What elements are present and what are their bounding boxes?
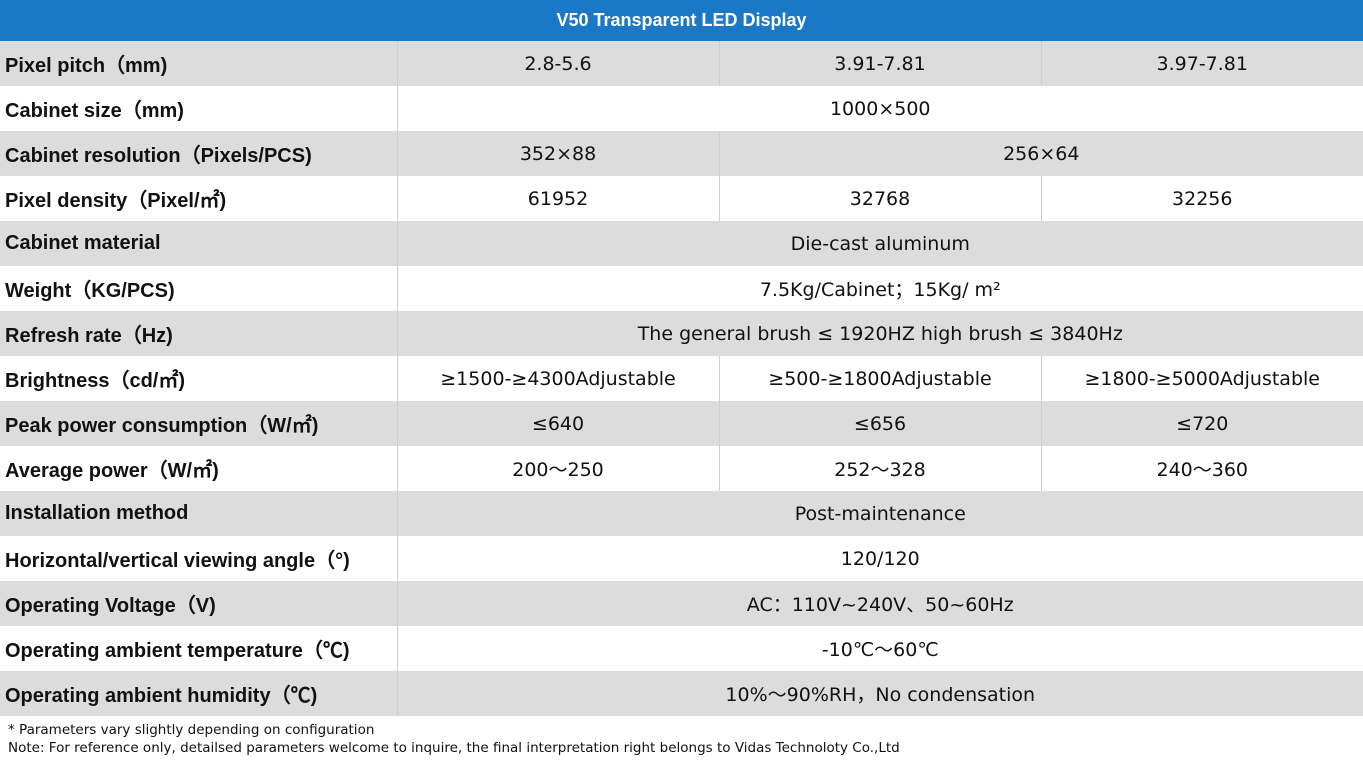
row-label: Pixel pitch（mm) xyxy=(0,41,398,86)
row-label: Horizontal/vertical viewing angle（°) xyxy=(0,536,398,581)
row-label: Refresh rate（Hz) xyxy=(0,311,398,356)
value-cell: ≤640 xyxy=(397,401,720,446)
row-label: Cabinet size（mm) xyxy=(0,86,398,131)
value-cell: Post-maintenance xyxy=(397,491,1363,536)
value-cell: 120/120 xyxy=(397,536,1363,581)
table-row: Weight（KG/PCS) 7.5Kg/Cabinet；15Kg/ m² xyxy=(0,266,1363,311)
footnote-configuration: * Parameters vary slightly depending on … xyxy=(8,722,375,738)
value-cell: 240～360 xyxy=(1041,446,1363,491)
table-title: V50 Transparent LED Display xyxy=(0,0,1363,41)
row-label: Peak power consumption（W/㎡) xyxy=(0,401,398,446)
table-row: Brightness（cd/㎡) ≥1500-≥4300Adjustable ≥… xyxy=(0,356,1363,401)
value-cell: 200～250 xyxy=(397,446,720,491)
row-label: Installation method xyxy=(0,491,398,536)
row-label: Operating Voltage（V) xyxy=(0,581,398,626)
value-cell: 256×64 xyxy=(719,131,1363,176)
table-row: Cabinet material Die-cast aluminum xyxy=(0,221,1363,266)
value-cell: AC：110V~240V、50~60Hz xyxy=(397,581,1363,626)
table-row: Pixel pitch（mm) 2.8-5.6 3.91-7.81 3.97-7… xyxy=(0,41,1363,86)
table-row: Peak power consumption（W/㎡) ≤640 ≤656 ≤7… xyxy=(0,401,1363,446)
table-row: Refresh rate（Hz) The general brush ≤ 192… xyxy=(0,311,1363,356)
value-cell: 3.91-7.81 xyxy=(719,41,1042,86)
table-row: Average power（W/㎡) 200～250 252～328 240～3… xyxy=(0,446,1363,491)
value-cell: ≤720 xyxy=(1041,401,1363,446)
value-cell: ≥1500-≥4300Adjustable xyxy=(397,356,720,401)
value-cell: ≥500-≥1800Adjustable xyxy=(719,356,1042,401)
footnote-disclaimer: Note: For reference only, detailsed para… xyxy=(8,740,900,756)
value-cell: Die-cast aluminum xyxy=(397,221,1363,266)
value-cell: 2.8-5.6 xyxy=(397,41,720,86)
table-row: Cabinet resolution（Pixels/PCS) 352×88 25… xyxy=(0,131,1363,176)
row-label: Brightness（cd/㎡) xyxy=(0,356,398,401)
value-cell: 10%～90%RH，No condensation xyxy=(397,671,1363,716)
row-label: Cabinet material xyxy=(0,221,398,266)
row-label: Operating ambient temperature（℃) xyxy=(0,626,398,671)
value-cell: 61952 xyxy=(397,176,720,221)
table-row: Operating ambient humidity（℃) 10%～90%RH，… xyxy=(0,671,1363,716)
table-row: Installation method Post-maintenance xyxy=(0,491,1363,536)
spec-table: Pixel pitch（mm) 2.8-5.6 3.91-7.81 3.97-7… xyxy=(0,41,1363,716)
value-cell: 32768 xyxy=(719,176,1042,221)
value-cell: 352×88 xyxy=(397,131,720,176)
row-label: Weight（KG/PCS) xyxy=(0,266,398,311)
row-label: Average power（W/㎡) xyxy=(0,446,398,491)
table-row: Cabinet size（mm) 1000×500 xyxy=(0,86,1363,131)
row-label: Operating ambient humidity（℃) xyxy=(0,671,398,716)
value-cell: 1000×500 xyxy=(397,86,1363,131)
value-cell: ≥1800-≥5000Adjustable xyxy=(1041,356,1363,401)
footnotes: * Parameters vary slightly depending on … xyxy=(8,721,900,757)
row-label: Cabinet resolution（Pixels/PCS) xyxy=(0,131,398,176)
row-label: Pixel density（Pixel/㎡) xyxy=(0,176,398,221)
value-cell: 32256 xyxy=(1041,176,1363,221)
value-cell: ≤656 xyxy=(719,401,1042,446)
table-row: Operating ambient temperature（℃) -10℃～60… xyxy=(0,626,1363,671)
table-row: Operating Voltage（V) AC：110V~240V、50~60H… xyxy=(0,581,1363,626)
value-cell: -10℃～60℃ xyxy=(397,626,1363,671)
value-cell: 3.97-7.81 xyxy=(1041,41,1363,86)
table-row: Pixel density（Pixel/㎡) 61952 32768 32256 xyxy=(0,176,1363,221)
table-row: Horizontal/vertical viewing angle（°) 120… xyxy=(0,536,1363,581)
value-cell: The general brush ≤ 1920HZ high brush ≤ … xyxy=(397,311,1363,356)
value-cell: 252～328 xyxy=(719,446,1042,491)
value-cell: 7.5Kg/Cabinet；15Kg/ m² xyxy=(397,266,1363,311)
